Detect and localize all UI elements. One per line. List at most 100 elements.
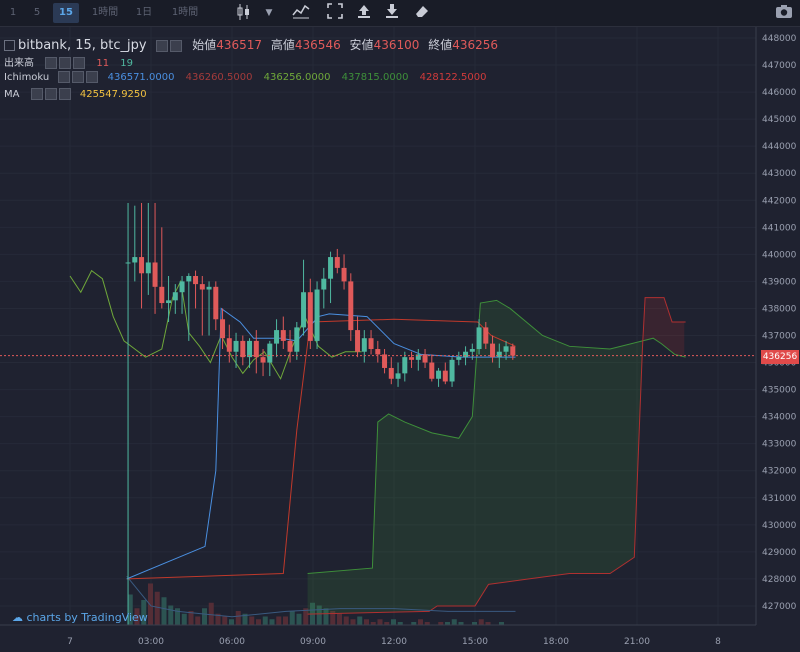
volume-bar — [154, 591, 160, 633]
ichimoku-chikou-value: 436256.0000 — [263, 72, 331, 83]
ichimoku-tenkan-value: 436571.0000 — [107, 72, 175, 83]
volume-bar — [235, 611, 241, 633]
volume-bar — [127, 594, 133, 633]
ichimoku-visibility-icon[interactable] — [72, 71, 85, 83]
candle-body — [206, 286, 212, 290]
legend-title-row: bitbank, 15, btc_jpy 始値436517 高値436546 安… — [4, 36, 498, 53]
candle-body — [368, 338, 374, 350]
open-label: 始値 — [192, 38, 217, 52]
volume-bar — [316, 605, 322, 633]
ichimoku-label: Ichimoku — [4, 72, 50, 83]
volume-bar — [242, 613, 248, 633]
ma-settings-icon[interactable] — [30, 88, 43, 100]
price-tick-label: 440000 — [762, 250, 797, 260]
volume-label: 出来高 — [4, 58, 34, 69]
price-tick-label: 433000 — [762, 440, 797, 450]
volume-bar — [215, 613, 221, 633]
candle-body — [132, 257, 138, 263]
time-tick-label: 06:00 — [219, 637, 245, 647]
volume-settings-icon[interactable] — [45, 57, 58, 69]
ichimoku-span-a-value: 437815.0000 — [341, 72, 409, 83]
candle-body — [274, 330, 280, 344]
candle-body — [490, 343, 496, 358]
time-tick-label: 18:00 — [543, 637, 569, 647]
volume-remove-icon[interactable] — [73, 57, 86, 69]
interval-15-button[interactable]: 15 — [53, 3, 79, 23]
eraser-icon[interactable] — [411, 3, 433, 23]
ma-remove-icon[interactable] — [58, 88, 71, 100]
camera-icon[interactable] — [773, 3, 795, 23]
high-label: 高値 — [270, 38, 295, 52]
settings-icon[interactable] — [156, 39, 169, 52]
price-tick-label: 442000 — [762, 196, 797, 206]
price-chart[interactable]: 4260004270004280004290004300004310004320… — [0, 27, 800, 652]
time-tick-label: 12:00 — [381, 637, 407, 647]
volume-bar — [323, 608, 329, 633]
price-tick-label: 446000 — [762, 88, 797, 98]
volume-bar — [148, 583, 153, 633]
candle-body — [294, 327, 300, 352]
candle-body — [463, 351, 469, 358]
candle-body — [469, 349, 475, 352]
cloud-bullish — [307, 300, 643, 615]
candle-body — [172, 292, 178, 301]
chart-background — [0, 27, 800, 652]
time-tick-label: 21:00 — [624, 637, 650, 647]
volume-value-a: 11 — [96, 58, 110, 69]
legend-volume-row: 出来高 11 19 — [4, 54, 133, 69]
candle-body — [186, 276, 192, 282]
ichimoku-settings-icon[interactable] — [58, 71, 71, 83]
candle-body — [193, 276, 199, 285]
indicator-icon[interactable] — [290, 3, 312, 23]
candle-body — [334, 257, 340, 268]
upload-icon[interactable] — [353, 3, 375, 23]
span-b-line — [307, 297, 686, 615]
candlestick-icon[interactable] — [233, 3, 255, 23]
interval-5-button[interactable]: 5 — [33, 7, 41, 18]
candle-body — [233, 340, 239, 352]
volume-bar — [175, 608, 180, 633]
price-tick-label: 448000 — [762, 34, 797, 44]
interval-1-button[interactable]: 1 — [9, 7, 17, 18]
candle-body — [361, 338, 367, 352]
candle-body — [483, 327, 489, 344]
volume-visibility-icon[interactable] — [59, 57, 72, 69]
toolbar: 1 5 15 1時間 1日 1時間 ▼ — [0, 0, 800, 27]
volume-value-b: 19 — [120, 58, 134, 69]
price-tick-label: 445000 — [762, 115, 797, 125]
price-tick-label: 429000 — [762, 548, 797, 558]
ma-visibility-icon[interactable] — [44, 88, 57, 100]
interval-1h-button[interactable]: 1時間 — [91, 7, 119, 18]
visibility-icon[interactable] — [170, 39, 183, 52]
last-price-tag: 436256 — [761, 350, 799, 364]
candle-body — [307, 292, 313, 341]
cloud-icon: ☁ — [12, 611, 23, 624]
price-tick-label: 431000 — [762, 494, 797, 504]
legend-ichimoku-row: Ichimoku 436571.0000 436260.5000 436256.… — [4, 71, 486, 83]
interval-1h-alt-button[interactable]: 1時間 — [171, 7, 199, 18]
candle-body — [179, 281, 185, 293]
price-tick-label: 438000 — [762, 304, 797, 314]
candle-body — [355, 330, 361, 352]
collapse-icon[interactable] — [4, 40, 15, 51]
ichimoku-remove-icon[interactable] — [86, 71, 99, 83]
candle-body — [226, 338, 232, 352]
tradingview-watermark[interactable]: ☁ charts by TradingView — [12, 611, 148, 624]
candle-body — [301, 292, 307, 328]
candle-body — [382, 354, 388, 368]
interval-1d-button[interactable]: 1日 — [135, 7, 153, 18]
candle-body — [152, 262, 158, 287]
dropdown-icon[interactable]: ▼ — [265, 8, 273, 18]
candle-body — [287, 340, 293, 352]
download-icon[interactable] — [381, 3, 403, 23]
candle-body — [375, 349, 381, 355]
fullscreen-icon[interactable] — [324, 3, 346, 23]
candle-body — [456, 357, 462, 360]
candle-body — [159, 286, 165, 304]
candle-body — [213, 286, 219, 320]
candle-body — [321, 278, 327, 290]
close-value: 436256 — [452, 38, 499, 52]
price-tick-label: 437000 — [762, 332, 797, 342]
ma-label: MA — [4, 89, 20, 100]
volume-bar — [181, 613, 187, 633]
